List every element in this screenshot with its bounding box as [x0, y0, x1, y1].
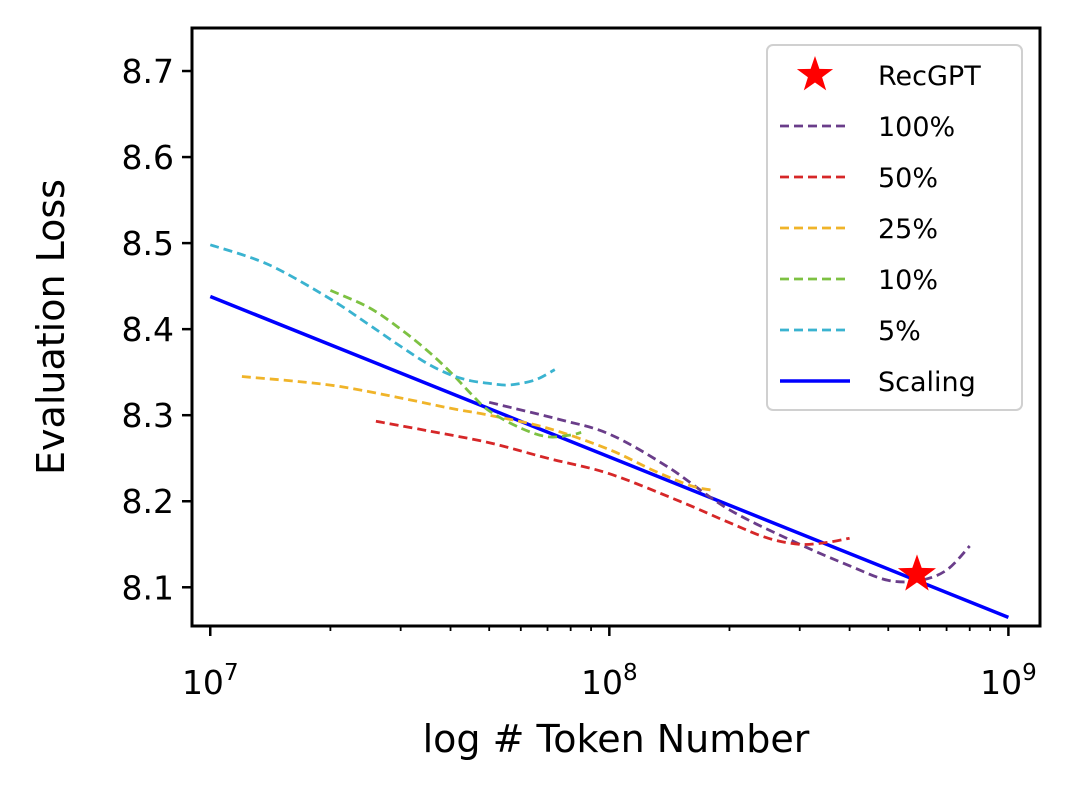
y-axis-label: Evaluation Loss [29, 179, 73, 475]
x-axis: 107 108 109 [182, 626, 1037, 702]
legend-25pct-label: 25% [878, 214, 938, 245]
series-recgpt-marker [897, 554, 936, 591]
series-5pct-line [209, 243, 556, 387]
legend: RecGPT 100% 50% 25% 10% 5% Scaling [766, 44, 1023, 411]
series-100pct-line [488, 400, 971, 584]
x-axis-label: log # Token Number [423, 717, 810, 761]
y-tick-label: 8.1 [122, 568, 174, 607]
legend-recgpt-label: RecGPT [878, 61, 981, 92]
y-tick-label: 8.2 [122, 482, 174, 521]
plot-frame [190, 26, 1042, 628]
y-tick-label: 8.4 [122, 310, 174, 349]
series-50pct-line [375, 419, 850, 546]
legend-scaling-label: Scaling [878, 367, 976, 398]
series-25pct-line [241, 375, 712, 492]
y-tick-label: 8.5 [122, 224, 174, 263]
plot-content [209, 243, 1010, 620]
series-scaling-line [209, 294, 1010, 620]
y-tick-label: 8.7 [122, 52, 174, 91]
y-axis: 8.1 8.2 8.3 8.4 8.5 8.6 8.7 [122, 52, 192, 607]
y-tick-label: 8.3 [122, 396, 174, 435]
legend-recgpt-marker [796, 56, 834, 91]
y-tick-label: 8.6 [122, 138, 174, 177]
x-tick-label: 107 [182, 660, 239, 702]
legend-box [766, 44, 1023, 411]
legend-100pct-label: 100% [878, 112, 955, 143]
legend-10pct-label: 10% [878, 265, 938, 296]
series-10pct-line [329, 289, 582, 439]
x-tick-label: 108 [581, 660, 638, 702]
legend-5pct-label: 5% [878, 316, 921, 347]
legend-50pct-label: 50% [878, 163, 938, 194]
x-tick-label: 109 [980, 660, 1037, 702]
